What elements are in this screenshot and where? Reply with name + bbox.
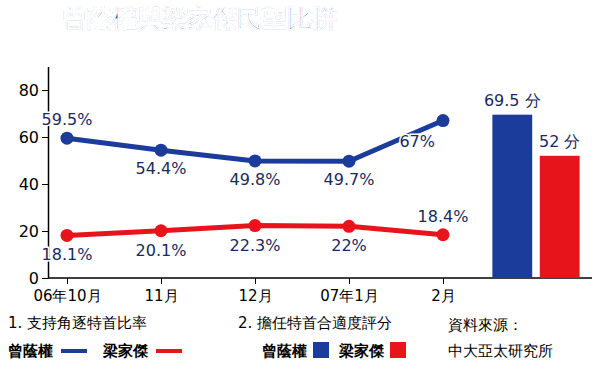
legend-swatch (156, 349, 182, 353)
y-tick-label: 60 (19, 128, 39, 147)
data-label: 18.4% (418, 207, 469, 226)
chart-container: 曾蔭權與梁家傑民望比拼 0 20 40 60 80 06年10月 11月 12月 07年1月 2月 5… (0, 0, 600, 367)
marker (343, 155, 356, 168)
legend-label: 梁家傑 (102, 342, 149, 360)
marker (249, 154, 262, 167)
marker (155, 144, 168, 157)
marker (155, 224, 168, 237)
x-tick: 07年1月 (320, 278, 379, 305)
x-tick-label: 12月 (238, 287, 272, 305)
y-tick: 0 (29, 269, 48, 288)
y-tick-mark (42, 90, 48, 91)
x-tick-label: 07年1月 (320, 287, 379, 305)
x-tick: 11月 (144, 278, 178, 305)
x-tick: 12月 (238, 278, 272, 305)
y-tick: 20 (19, 222, 48, 241)
legend-swatch (390, 342, 406, 358)
marker (437, 114, 450, 127)
marker (249, 219, 262, 232)
data-label: 49.7% (324, 170, 375, 189)
background (0, 0, 600, 367)
x-tick: 2月 (431, 278, 456, 305)
legend-heading: 1. 支持角逐特首比率 (8, 314, 147, 332)
source-note: 中大亞太研究所 (448, 342, 553, 360)
source-note: 資料來源： (448, 316, 523, 334)
x-tick-mark (443, 278, 444, 284)
legend-swatch (61, 349, 87, 353)
x-tick-label: 06年10月 (33, 287, 101, 305)
data-label: 59.5% (42, 110, 93, 129)
data-label: 22% (331, 236, 367, 255)
data-label: 69.5 分 (484, 91, 541, 110)
bar (540, 156, 580, 278)
legend-swatch (313, 342, 329, 358)
x-tick-mark (255, 278, 256, 284)
data-label: 54.4% (136, 159, 187, 178)
plot-area (61, 114, 580, 278)
y-tick-mark (42, 231, 48, 232)
y-tick-label: 0 (29, 269, 39, 288)
x-tick-mark (67, 278, 68, 284)
data-label: 22.3% (230, 236, 281, 255)
legend-label: 曾蔭權 (262, 342, 307, 360)
x-tick-mark (349, 278, 350, 284)
data-label: 52 分 (539, 132, 580, 151)
y-tick-mark (42, 278, 48, 279)
x-axis: 06年10月 11月 12月 07年1月 2月 (33, 278, 455, 305)
marker (61, 132, 74, 145)
y-tick-mark (42, 184, 48, 185)
bar-labels: 69.5 分 52 分 (484, 91, 581, 151)
y-tick-label: 20 (19, 222, 39, 241)
data-labels: 59.5% 54.4% 49.8% 49.7% 67% 18.1% 20.1% 22.3% 22… (42, 110, 469, 264)
y-tick: 40 (19, 175, 48, 194)
data-label: 18.1% (42, 245, 93, 264)
bar (492, 115, 532, 278)
marker (343, 220, 356, 233)
data-label: 20.1% (136, 241, 187, 260)
chart-svg: 曾蔭權與梁家傑民望比拼 0 20 40 60 80 06年10月 11月 12月 07年1月 2月 5… (0, 0, 600, 367)
marker (437, 228, 450, 241)
x-tick: 06年10月 (33, 278, 101, 305)
x-tick-label: 2月 (431, 287, 456, 305)
x-tick-label: 11月 (144, 287, 178, 305)
y-tick-mark (42, 137, 48, 138)
y-tick: 80 (19, 81, 48, 100)
y-tick-label: 80 (19, 81, 39, 100)
y-tick: 60 (19, 128, 48, 147)
chart-title: 曾蔭權與梁家傑民望比拼 (62, 4, 337, 33)
legend: 1. 支持角逐特首比率 2. 擔任特首合適度評分曾蔭權 梁家傑 曾蔭權 梁家傑 (8, 314, 406, 360)
y-tick-label: 40 (19, 175, 39, 194)
data-label: 49.8% (230, 170, 281, 189)
data-label: 67% (399, 132, 435, 151)
x-tick-mark (161, 278, 162, 284)
legend-heading: 2. 擔任特首合適度評分 (238, 314, 392, 332)
legend-label: 梁家傑 (338, 342, 385, 360)
legend-label: 曾蔭權 (8, 342, 53, 360)
marker (61, 229, 74, 242)
